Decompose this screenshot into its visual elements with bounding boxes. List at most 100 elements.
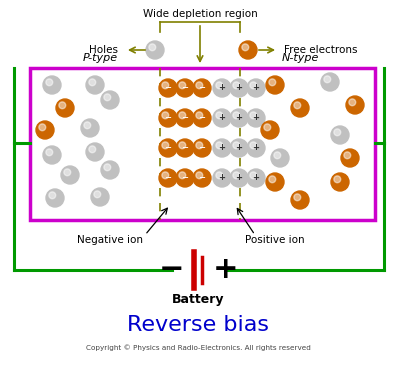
Circle shape (291, 191, 309, 209)
Circle shape (230, 79, 248, 97)
Circle shape (250, 142, 257, 149)
Circle shape (159, 109, 177, 127)
Text: −: − (164, 144, 172, 152)
Circle shape (233, 112, 240, 119)
Circle shape (261, 121, 279, 139)
Circle shape (294, 102, 301, 109)
Circle shape (230, 169, 248, 187)
Circle shape (233, 172, 240, 179)
Circle shape (179, 112, 186, 119)
Circle shape (146, 41, 164, 59)
Text: −: − (164, 174, 172, 182)
Circle shape (84, 122, 91, 129)
Text: −: − (198, 114, 206, 122)
Circle shape (250, 82, 257, 89)
Text: +: + (252, 144, 260, 152)
Circle shape (162, 112, 169, 119)
Text: Positive ion: Positive ion (245, 235, 305, 245)
Circle shape (176, 139, 194, 157)
Bar (30, 68, 375, 220)
Text: −: − (198, 83, 206, 93)
Circle shape (291, 99, 309, 117)
Text: Reverse bias: Reverse bias (127, 315, 269, 335)
Circle shape (89, 146, 96, 153)
Circle shape (266, 76, 284, 94)
Circle shape (247, 169, 265, 187)
Text: Holes: Holes (89, 45, 118, 55)
Circle shape (213, 139, 231, 157)
Text: −: − (181, 114, 189, 122)
Text: Negative ion: Negative ion (77, 235, 143, 245)
Text: −: − (181, 174, 189, 182)
Circle shape (250, 112, 257, 119)
Circle shape (271, 149, 289, 167)
Text: +: + (235, 144, 243, 152)
Text: Wide depletion region: Wide depletion region (143, 9, 257, 19)
Circle shape (46, 189, 64, 207)
Circle shape (321, 73, 339, 91)
Circle shape (344, 152, 351, 159)
Circle shape (346, 96, 364, 114)
Circle shape (266, 173, 284, 191)
Circle shape (274, 152, 281, 159)
Circle shape (196, 172, 203, 179)
Circle shape (196, 82, 203, 89)
Text: P-type: P-type (83, 53, 118, 63)
Circle shape (247, 109, 265, 127)
Text: +: + (218, 114, 225, 122)
Text: N-type: N-type (281, 53, 319, 63)
Circle shape (216, 142, 223, 149)
Circle shape (89, 79, 96, 86)
Circle shape (162, 142, 169, 149)
Circle shape (176, 109, 194, 127)
Circle shape (159, 169, 177, 187)
Circle shape (43, 76, 61, 94)
Circle shape (159, 139, 177, 157)
Circle shape (250, 172, 257, 179)
Circle shape (216, 172, 223, 179)
Circle shape (86, 76, 104, 94)
Text: +: + (213, 255, 239, 285)
Circle shape (264, 124, 271, 131)
Circle shape (49, 192, 56, 199)
Circle shape (46, 79, 53, 86)
Text: −: − (164, 114, 172, 122)
Circle shape (61, 166, 79, 184)
Text: +: + (252, 174, 260, 182)
Text: +: + (218, 174, 225, 182)
Circle shape (36, 121, 54, 139)
Circle shape (43, 146, 61, 164)
Text: Battery: Battery (172, 293, 224, 306)
Text: −: − (164, 83, 172, 93)
Circle shape (193, 169, 211, 187)
Circle shape (247, 79, 265, 97)
Circle shape (334, 176, 341, 183)
Circle shape (162, 172, 169, 179)
Circle shape (294, 194, 301, 201)
Circle shape (162, 82, 169, 89)
Circle shape (230, 109, 248, 127)
Text: +: + (235, 114, 243, 122)
Circle shape (179, 82, 186, 89)
Circle shape (331, 173, 349, 191)
Circle shape (213, 79, 231, 97)
Circle shape (176, 169, 194, 187)
Circle shape (324, 76, 331, 83)
Circle shape (159, 79, 177, 97)
Text: −: − (181, 144, 189, 152)
Text: Free electrons: Free electrons (284, 45, 358, 55)
Circle shape (216, 112, 223, 119)
Circle shape (196, 142, 203, 149)
Circle shape (104, 94, 111, 101)
Circle shape (216, 82, 223, 89)
Circle shape (269, 176, 276, 183)
Circle shape (269, 79, 276, 86)
Circle shape (213, 109, 231, 127)
Circle shape (233, 82, 240, 89)
Circle shape (101, 91, 119, 109)
Text: −: − (181, 83, 189, 93)
Circle shape (179, 172, 186, 179)
Circle shape (64, 169, 71, 176)
Circle shape (39, 124, 46, 131)
Text: +: + (218, 144, 225, 152)
